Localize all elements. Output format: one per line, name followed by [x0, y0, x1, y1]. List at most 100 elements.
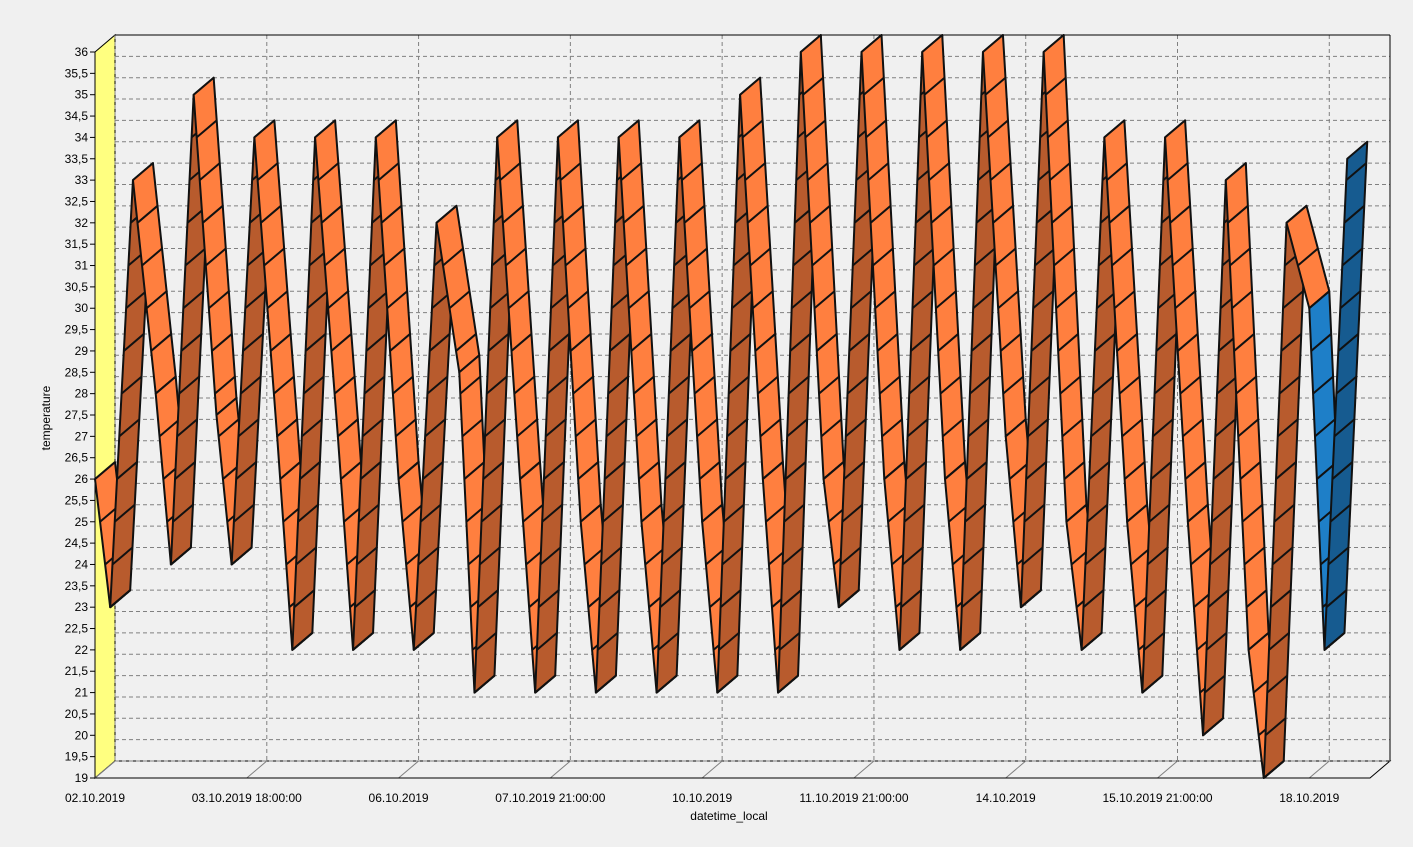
y-tick-label: 21,5	[65, 664, 89, 678]
y-tick-label: 23	[75, 600, 89, 614]
ribbon-band	[657, 632, 680, 651]
ribbon-band	[600, 546, 622, 566]
ribbon-band	[604, 461, 626, 480]
ribbon-band	[545, 418, 567, 438]
ribbon-band	[959, 632, 981, 651]
ribbon-band	[688, 290, 711, 309]
ribbon-band	[1312, 375, 1334, 395]
ribbon-band	[291, 632, 313, 651]
ribbon-band	[719, 589, 742, 608]
ribbon-band	[669, 333, 692, 352]
x-tick-label: 15.10.2019 21:00:00	[1102, 791, 1212, 805]
y-tick-label: 29	[75, 344, 89, 358]
ribbon-band	[538, 589, 560, 608]
ribbon-band	[1002, 375, 1024, 395]
axis-frame	[95, 34, 1391, 779]
ribbon-band	[964, 504, 986, 523]
ribbon-band	[863, 76, 885, 96]
ribbon-band	[172, 504, 194, 523]
ribbon-band	[754, 333, 776, 352]
ribbon-band	[625, 247, 647, 267]
ribbon-band	[788, 375, 810, 395]
ribbon-band	[898, 632, 921, 651]
ribbon-band	[900, 589, 922, 608]
ribbon-band	[879, 375, 901, 395]
ribbon-band	[1155, 333, 1177, 352]
ribbon-band	[1057, 333, 1079, 352]
ribbon-band	[389, 333, 411, 352]
ribbon-band	[1212, 461, 1235, 480]
ribbon-band	[781, 546, 804, 566]
ribbon-band	[199, 162, 221, 181]
ribbon-band	[809, 205, 831, 224]
y-tick-label: 25	[75, 515, 89, 529]
ribbon-band	[789, 333, 811, 352]
ribbon-band	[180, 333, 202, 352]
ribbon-band	[327, 290, 349, 309]
ribbon-band	[942, 418, 964, 438]
ribbon-band	[174, 461, 196, 480]
ribbon-band	[1061, 418, 1083, 438]
ribbon-band	[505, 247, 527, 267]
ribbon-band	[638, 461, 660, 480]
ribbon-band	[1241, 504, 1264, 523]
ribbon-band	[111, 546, 134, 566]
left-wall	[94, 33, 116, 780]
ribbon-band	[363, 375, 386, 395]
ribbon-band	[1141, 674, 1163, 694]
ribbon-band	[1063, 461, 1086, 480]
ribbon-band	[507, 290, 530, 309]
ribbon-band	[269, 333, 292, 352]
ribbon-band	[749, 247, 771, 267]
ribbon-band	[1049, 162, 1071, 181]
ribbon-band	[1237, 418, 1259, 438]
ribbon-band	[628, 290, 650, 309]
ribbon-band	[1327, 546, 1350, 566]
ribbon-band	[120, 375, 143, 395]
ribbon-band	[330, 333, 352, 352]
ribbon-band	[905, 461, 927, 480]
ribbon-band	[479, 546, 501, 566]
ribbon-band	[1034, 247, 1056, 267]
ribbon-band	[499, 162, 521, 181]
ribbon-band	[303, 375, 325, 395]
ribbon-band	[778, 632, 801, 651]
ribbon-band	[150, 333, 172, 352]
ribbon-band	[1053, 247, 1075, 267]
ribbon-band	[1177, 333, 1199, 352]
ribbon-band	[729, 333, 751, 352]
ribbon-band	[266, 290, 289, 309]
ribbon-band	[1273, 504, 1295, 523]
ribbon-band	[1118, 375, 1141, 395]
ribbon-band	[668, 375, 690, 395]
ribbon-band	[850, 290, 872, 309]
ribbon-band	[1282, 290, 1304, 309]
ribbon-band	[1166, 162, 1189, 181]
ribbon-band	[937, 333, 959, 352]
ribbon-band	[686, 247, 708, 267]
ribbon-band	[543, 461, 565, 480]
y-tick-label: 23,5	[65, 579, 89, 593]
ribbon-band	[1021, 546, 1044, 566]
ribbon-band	[1032, 290, 1054, 309]
y-tick-label: 19	[75, 771, 89, 785]
ribbon-band	[1113, 290, 1136, 309]
ribbon-band	[1152, 418, 1174, 438]
y-axis-title: temperature	[39, 385, 53, 450]
ribbon-band	[1264, 717, 1287, 737]
ribbon-band	[780, 589, 802, 608]
ribbon-band	[747, 205, 769, 224]
ribbon-band	[214, 375, 236, 395]
ribbon-band	[141, 247, 163, 267]
ribbon-band	[867, 162, 889, 181]
ribbon-band	[1243, 546, 1266, 566]
ribbon-band	[562, 205, 584, 224]
ribbon-band	[630, 333, 652, 352]
ribbon-band	[1263, 760, 1285, 779]
floor-grid-line	[398, 760, 419, 779]
ribbon-band	[564, 247, 587, 267]
ribbon-band	[997, 290, 1019, 309]
ribbon-band	[567, 290, 589, 309]
ribbon-band	[806, 162, 829, 181]
ribbon-band	[1150, 461, 1172, 480]
